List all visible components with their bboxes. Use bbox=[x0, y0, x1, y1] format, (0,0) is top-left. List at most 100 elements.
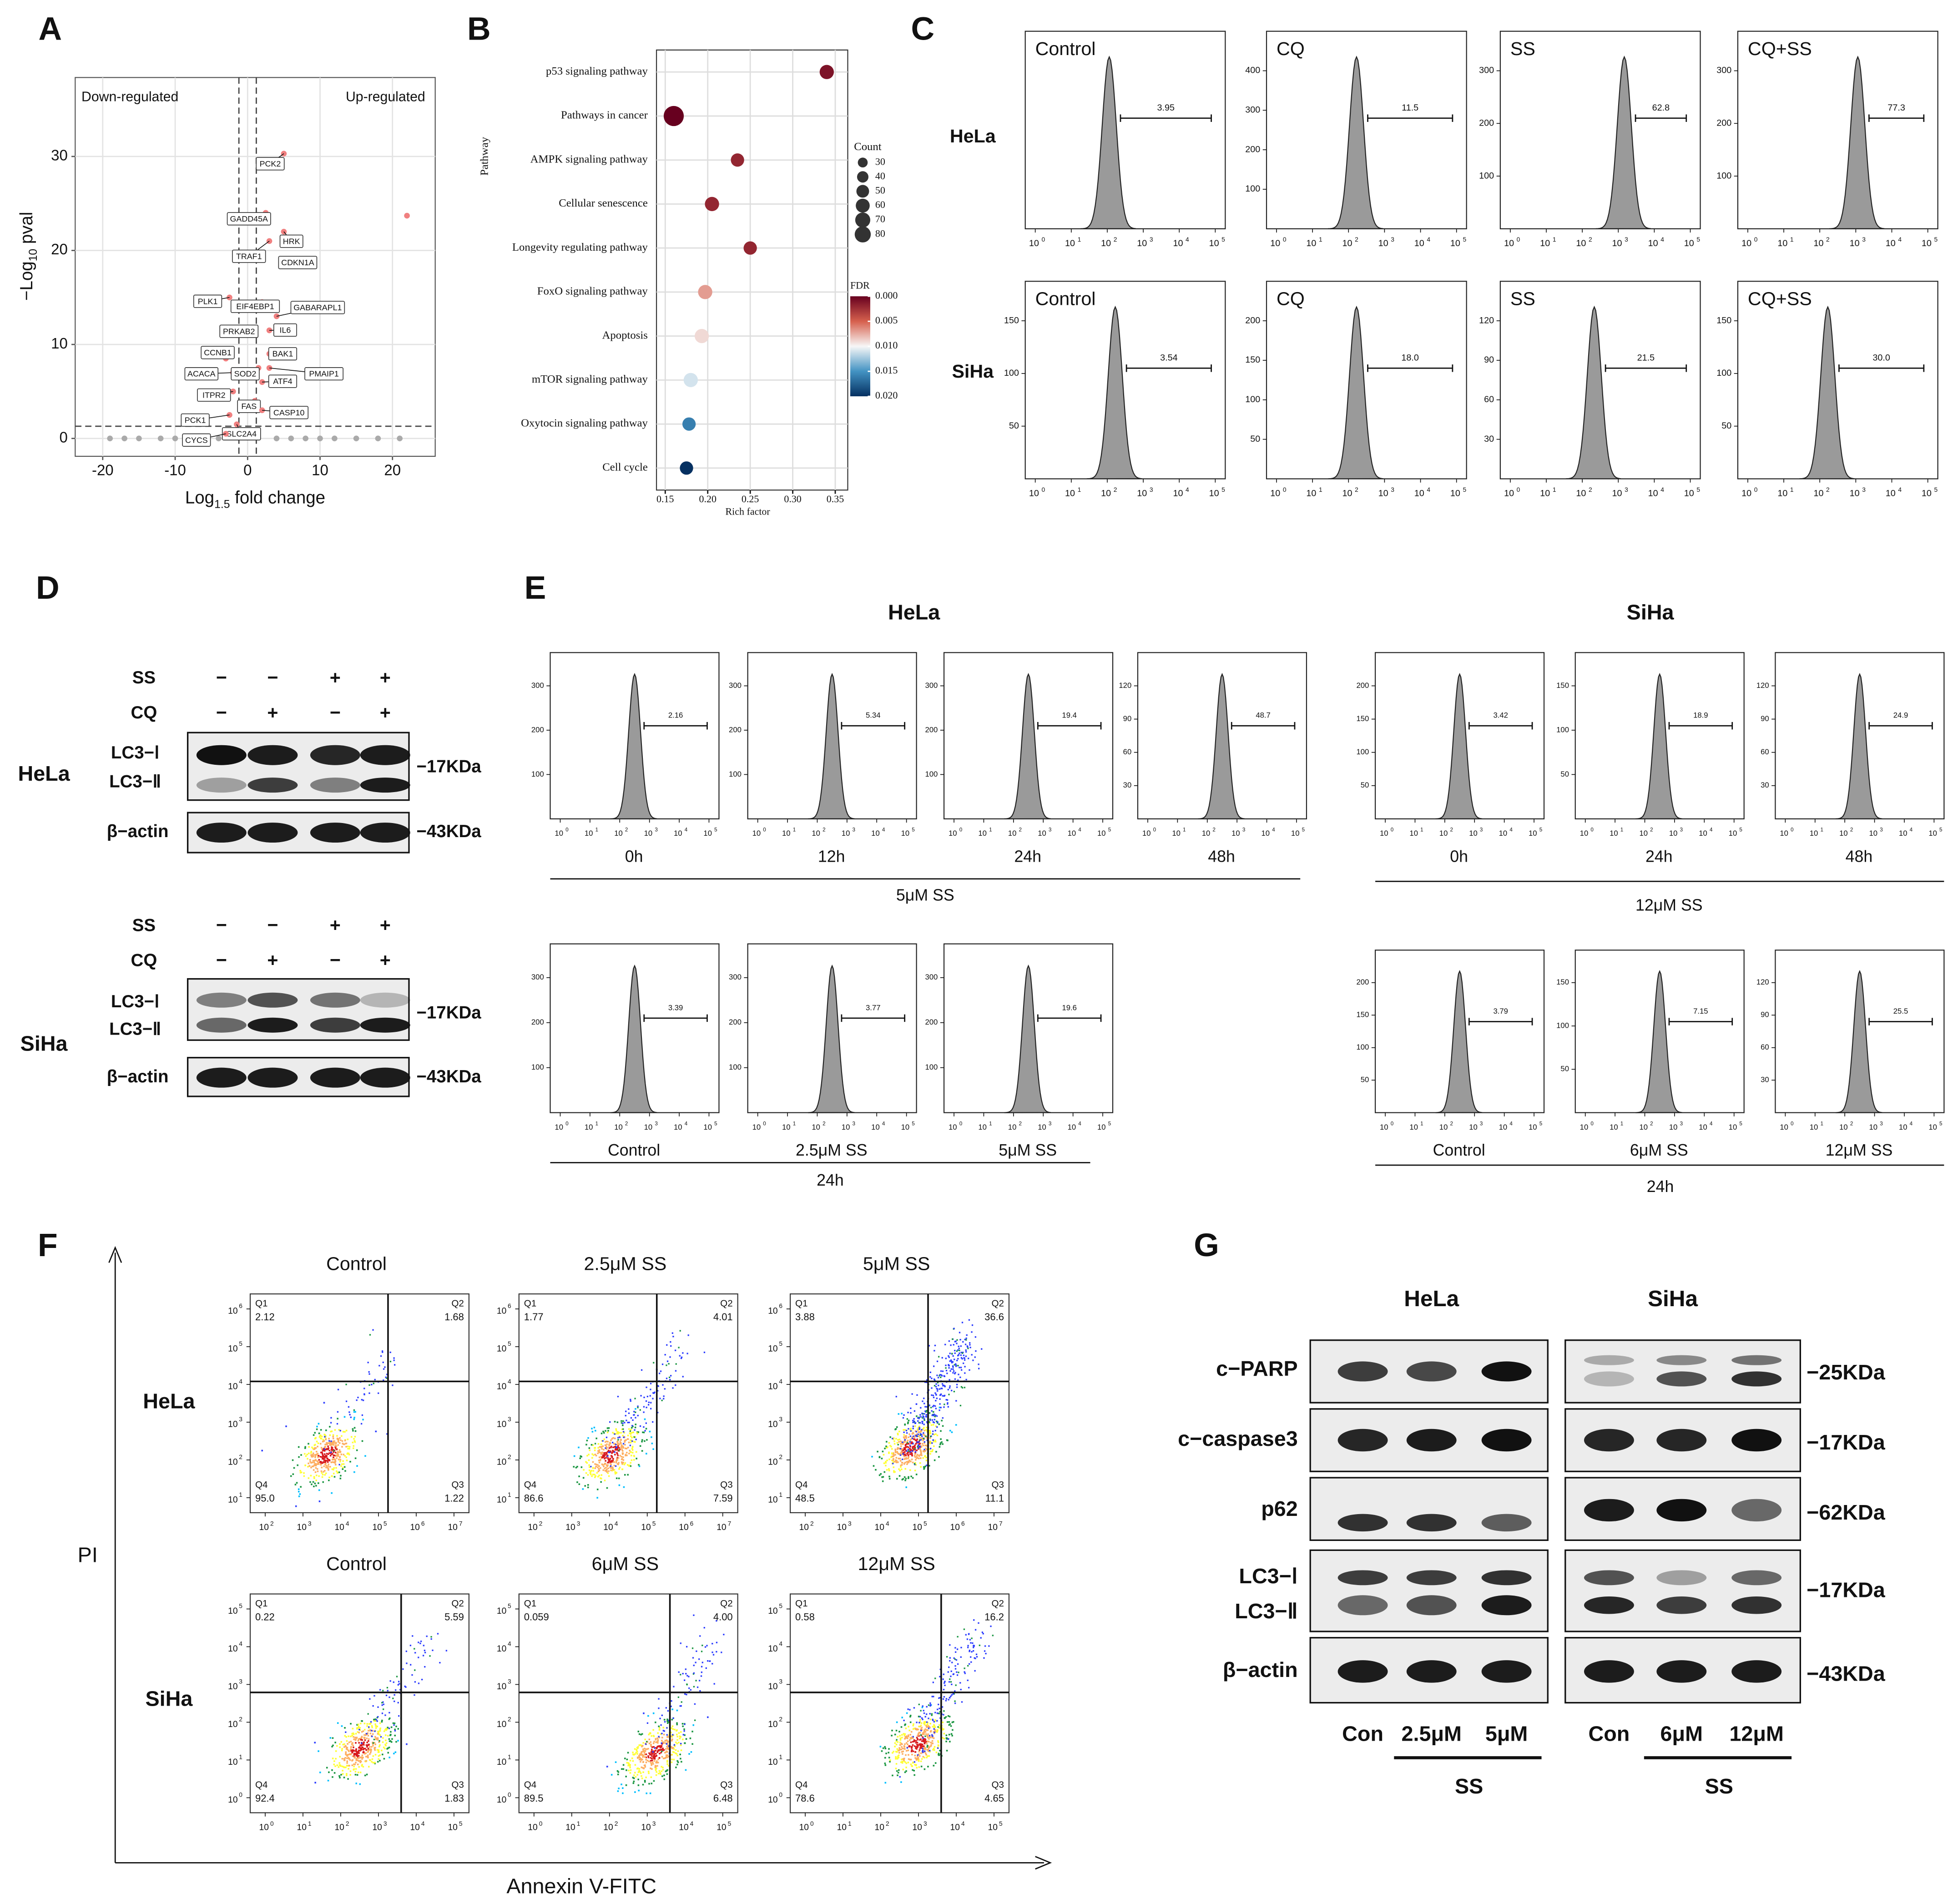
event-dot bbox=[913, 1418, 915, 1420]
event-dot bbox=[630, 1400, 631, 1402]
event-dot bbox=[292, 1459, 294, 1461]
band bbox=[1406, 1361, 1457, 1382]
event-dot bbox=[595, 1475, 597, 1477]
event-dot bbox=[690, 1689, 691, 1691]
event-dot bbox=[909, 1429, 912, 1430]
event-dot bbox=[367, 1754, 369, 1757]
event-dot bbox=[375, 1738, 377, 1740]
event-dot bbox=[652, 1742, 655, 1744]
event-dot bbox=[668, 1745, 670, 1747]
event-dot bbox=[339, 1477, 342, 1480]
event-dot bbox=[373, 1383, 374, 1384]
event-dot bbox=[926, 1706, 928, 1708]
event-dot bbox=[891, 1455, 893, 1458]
event-dot bbox=[310, 1462, 312, 1464]
x-tick-label: 10 bbox=[1504, 238, 1514, 248]
event-dot bbox=[335, 1467, 337, 1469]
event-dot bbox=[621, 1428, 623, 1430]
event-dot bbox=[939, 1375, 940, 1377]
event-dot bbox=[642, 1761, 644, 1763]
event-dot bbox=[342, 1773, 344, 1775]
event-dot bbox=[904, 1451, 906, 1453]
event-dot bbox=[945, 1358, 947, 1359]
y-tick-exponent: 4 bbox=[779, 1641, 782, 1647]
event-dot bbox=[371, 1726, 373, 1728]
event-dot bbox=[384, 1714, 386, 1716]
event-dot bbox=[294, 1484, 297, 1485]
event-dot bbox=[373, 1742, 376, 1744]
x-tick-exponent: 1 bbox=[577, 1820, 580, 1827]
x-tick-exponent: 3 bbox=[1391, 486, 1394, 493]
event-dot bbox=[347, 1765, 348, 1767]
x-tick-exponent: 2 bbox=[615, 1820, 618, 1827]
event-dot bbox=[668, 1721, 670, 1723]
event-dot bbox=[918, 1732, 919, 1735]
event-dot bbox=[948, 1367, 950, 1369]
event-dot bbox=[902, 1753, 903, 1755]
event-dot bbox=[955, 1364, 957, 1366]
event-dot bbox=[606, 1448, 608, 1450]
x-tick-exponent: 5 bbox=[923, 1520, 927, 1527]
event-dot bbox=[578, 1446, 580, 1449]
x-tick-exponent: 0 bbox=[1391, 827, 1394, 833]
event-dot bbox=[327, 1442, 329, 1444]
x-tick-exponent: 3 bbox=[652, 1820, 656, 1827]
y-tick-label: 10 bbox=[497, 1758, 506, 1767]
x-tick-exponent: 4 bbox=[1710, 827, 1713, 833]
event-dot bbox=[937, 1708, 939, 1710]
event-dot bbox=[354, 1441, 356, 1443]
x-tick-label: 10 bbox=[1669, 1123, 1678, 1131]
event-dot bbox=[926, 1465, 928, 1466]
event-dot bbox=[389, 1734, 391, 1737]
event-dot bbox=[604, 1454, 606, 1456]
x-tick-label: 10 bbox=[901, 1123, 910, 1131]
event-dot bbox=[326, 1460, 328, 1462]
event-dot bbox=[358, 1732, 360, 1734]
event-dot bbox=[326, 1443, 328, 1445]
event-dot bbox=[923, 1710, 924, 1712]
event-dot bbox=[363, 1741, 365, 1743]
event-dot bbox=[352, 1759, 354, 1761]
event-dot bbox=[353, 1445, 355, 1447]
event-dot bbox=[912, 1744, 914, 1746]
event-dot bbox=[621, 1445, 624, 1447]
event-dot bbox=[901, 1760, 903, 1763]
event-dot bbox=[903, 1441, 905, 1443]
event-dot bbox=[682, 1672, 684, 1675]
event-dot bbox=[920, 1407, 922, 1409]
event-dot bbox=[950, 1368, 952, 1370]
x-tick-label: 10 bbox=[1639, 829, 1648, 838]
x-tick-exponent: 1 bbox=[1820, 827, 1823, 833]
y-tick-label: 10 bbox=[228, 1682, 237, 1692]
x-tick-label: 0.30 bbox=[784, 493, 801, 505]
y-tick-exponent: 6 bbox=[239, 1303, 242, 1309]
event-dot bbox=[895, 1756, 897, 1758]
event-dot bbox=[339, 1430, 341, 1432]
event-dot bbox=[891, 1453, 893, 1455]
event-dot bbox=[899, 1776, 901, 1778]
x-tick-label: 10 bbox=[1137, 489, 1147, 499]
event-dot bbox=[599, 1456, 601, 1458]
event-dot bbox=[634, 1753, 636, 1755]
event-dot bbox=[328, 1438, 330, 1439]
event-dot bbox=[954, 1658, 956, 1660]
event-dot bbox=[902, 1453, 904, 1455]
event-dot bbox=[381, 1702, 383, 1704]
event-dot bbox=[588, 1454, 590, 1455]
event-dot bbox=[913, 1420, 915, 1422]
event-dot bbox=[382, 1741, 384, 1743]
panel-letter: C bbox=[911, 11, 935, 47]
event-dot bbox=[370, 1750, 372, 1752]
gene-label-box bbox=[290, 301, 345, 314]
event-dot bbox=[903, 1734, 906, 1737]
x-tick-label: 10 bbox=[1741, 238, 1751, 248]
event-dot bbox=[380, 1736, 382, 1738]
event-dot bbox=[888, 1442, 890, 1444]
event-dot bbox=[655, 1739, 657, 1741]
event-dot bbox=[312, 1447, 314, 1449]
event-dot bbox=[910, 1428, 912, 1429]
event-dot bbox=[919, 1437, 921, 1439]
event-dot bbox=[625, 1775, 627, 1778]
event-dot bbox=[379, 1727, 381, 1729]
event-dot bbox=[369, 1753, 371, 1755]
